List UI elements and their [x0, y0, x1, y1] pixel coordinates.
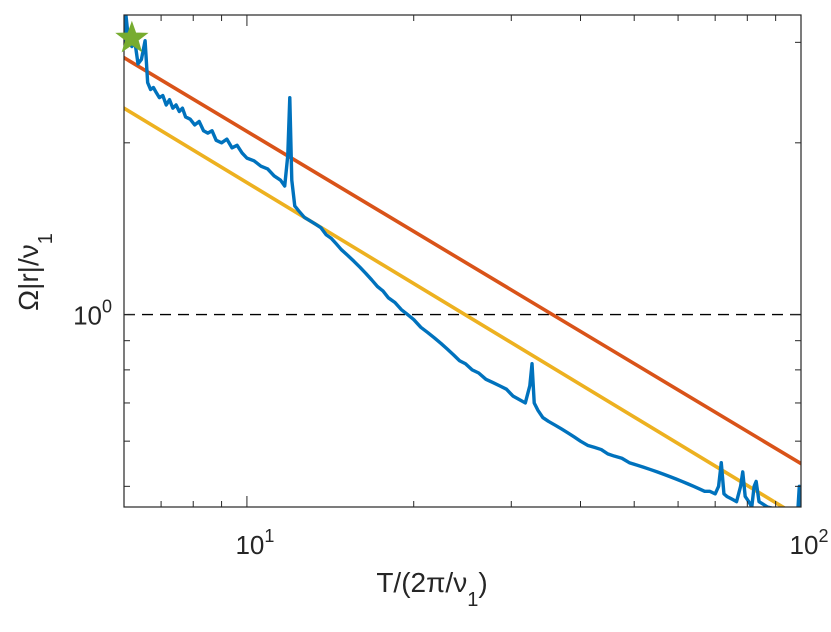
x-tick-label: 101 — [235, 526, 274, 560]
y-tick-labels: 100 — [73, 297, 112, 331]
x-tick-label-exp: 2 — [818, 526, 828, 546]
x-axis-label-sub: 1 — [467, 589, 478, 611]
x-tick-label-exp: 1 — [264, 526, 274, 546]
series-line-lower-bound — [124, 106, 787, 507]
y-axis-label-main: Ω|r|/ν — [13, 244, 44, 311]
y-tick-label-exp: 0 — [102, 297, 112, 317]
x-axis-label-main: T/(2π/ν — [376, 567, 467, 598]
y-axis-label-sub: 1 — [35, 233, 57, 244]
y-axis-label: Ω|r|/ν1 — [13, 233, 57, 311]
x-axis-label-close: ) — [478, 567, 487, 598]
star-marker — [115, 20, 149, 53]
y-tick-label: 100 — [73, 297, 112, 331]
plot-frame — [123, 14, 802, 508]
axis-ticks — [123, 15, 802, 507]
x-tick-labels: 101 102 — [235, 526, 828, 560]
x-axis-label: T/(2π/ν1) — [376, 567, 487, 611]
series-line-measured — [124, 15, 801, 507]
series-line-upper-bound — [124, 55, 801, 466]
x-tick-label: 102 — [790, 526, 829, 560]
plot-area — [123, 14, 802, 508]
x-tick-label-base: 10 — [790, 530, 819, 560]
y-tick-label-base: 10 — [73, 301, 102, 331]
plot-content — [124, 15, 801, 507]
x-tick-label-base: 10 — [235, 530, 264, 560]
